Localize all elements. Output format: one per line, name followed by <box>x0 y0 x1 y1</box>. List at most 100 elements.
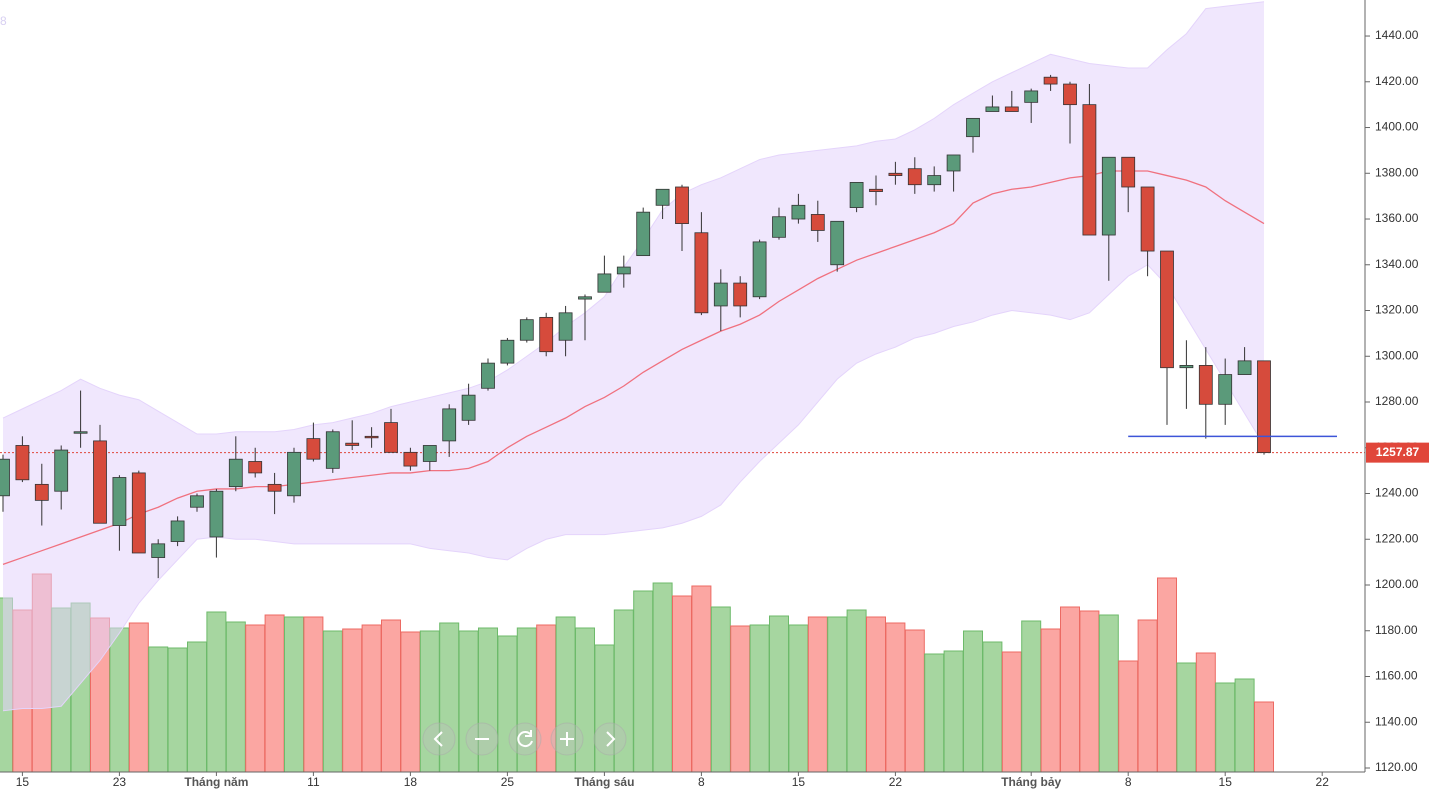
y-tick-label: 1400.00 <box>1375 120 1419 134</box>
volume-bar <box>167 647 188 773</box>
x-tick-label: Tháng năm <box>184 775 248 789</box>
volume-bar <box>866 616 886 773</box>
candle-body <box>907 168 922 186</box>
candle-body <box>675 186 689 224</box>
x-tick-label: 22 <box>1316 775 1330 789</box>
corner-label: 8 <box>0 14 7 28</box>
candle-body <box>345 442 360 446</box>
candle-body <box>558 312 573 341</box>
y-tick-label: 1220.00 <box>1375 531 1419 545</box>
y-tick-label: 1240.00 <box>1375 486 1419 500</box>
candle-body <box>481 362 495 389</box>
volume-bar <box>807 616 828 773</box>
candle-body <box>985 106 1000 112</box>
x-tick-label: 15 <box>1219 775 1233 789</box>
volume-bar <box>264 614 285 773</box>
last-price-label: 1257.87 <box>1376 445 1420 459</box>
volume-bar <box>963 630 983 773</box>
volume-bar <box>225 621 246 773</box>
x-tick-label: 25 <box>501 775 515 789</box>
nav-zoom-out[interactable] <box>465 722 499 756</box>
candle-body <box>403 451 418 467</box>
x-tick-label: 11 <box>307 775 320 789</box>
candle-body <box>151 543 166 558</box>
volume-bar <box>1215 682 1236 773</box>
last-price-box <box>1366 442 1429 463</box>
candle-body <box>752 241 767 298</box>
y-tick-label: 1360.00 <box>1375 211 1419 225</box>
candle-body <box>597 273 612 293</box>
candle-body <box>170 520 185 542</box>
volume-bar <box>284 616 304 773</box>
price-layer <box>0 74 1365 579</box>
candle-body <box>461 394 476 421</box>
candle-body <box>519 319 534 341</box>
volume-bar <box>1001 651 1022 773</box>
x-tick-label: 8 <box>698 775 705 789</box>
volume-bar <box>982 641 1003 773</box>
volume-bar <box>691 585 712 773</box>
candle-body <box>73 431 88 434</box>
navigation <box>422 722 627 756</box>
candle-body <box>1237 360 1252 375</box>
candle-body <box>849 182 864 208</box>
volume-bar <box>497 635 518 773</box>
volume-bar <box>381 619 401 773</box>
volume-bar <box>652 582 673 773</box>
candle-body <box>1024 90 1039 103</box>
candle-body <box>830 220 845 266</box>
volume-bar <box>1098 614 1119 773</box>
x-tick-label: 18 <box>404 775 418 789</box>
volume-bar <box>245 624 266 773</box>
candle-body <box>209 490 224 538</box>
candle-body <box>248 461 263 474</box>
candle-body <box>131 472 146 554</box>
candle-body <box>578 296 592 300</box>
band-fill <box>3 1 1264 711</box>
band-upper <box>2 1 1265 435</box>
volume-bar <box>749 624 770 773</box>
nav-right[interactable] <box>593 722 627 756</box>
y-tick-label: 1120.00 <box>1375 760 1418 774</box>
candle-body <box>442 408 457 442</box>
x-tick-label: Tháng bảy <box>1001 775 1061 789</box>
candle-body <box>54 449 69 492</box>
y-tick-label: 1300.00 <box>1375 348 1419 362</box>
y-tick-label: 1380.00 <box>1375 165 1419 179</box>
candle-body <box>1121 156 1136 188</box>
volume-bar <box>109 627 130 773</box>
candle-body <box>636 211 651 257</box>
nav-reset[interactable] <box>508 722 542 756</box>
candle-body <box>267 483 282 492</box>
candle-body <box>1101 156 1116 236</box>
nav-left[interactable] <box>422 722 456 756</box>
candle-body <box>655 188 670 206</box>
candle-body <box>1082 104 1097 236</box>
volume-bar <box>924 653 945 773</box>
candle-body <box>810 214 825 231</box>
candle-body <box>15 445 30 481</box>
candle-body <box>1043 76 1058 85</box>
volume-bar <box>148 646 169 773</box>
x-tick-label: 15 <box>792 775 806 789</box>
volume-bar <box>1060 606 1080 773</box>
volume-bar <box>1157 577 1177 773</box>
candle-body <box>888 172 903 176</box>
candle-body <box>422 445 437 462</box>
candle-body <box>112 477 127 526</box>
volume-bar <box>633 590 654 773</box>
x-tick-label: 23 <box>113 775 127 789</box>
candle-body <box>306 438 321 460</box>
candle-body <box>364 435 379 439</box>
nav-zoom-in[interactable] <box>550 722 584 756</box>
volume-bar <box>846 609 867 773</box>
volume-bar <box>1137 619 1158 773</box>
x-tick-label: 15 <box>16 775 30 789</box>
moving-average <box>2 170 1265 566</box>
y-tick-label: 1320.00 <box>1375 303 1419 317</box>
volume-bar <box>943 650 964 773</box>
x-tick-label: Tháng sáu <box>574 775 634 789</box>
volume-bar <box>187 641 207 773</box>
